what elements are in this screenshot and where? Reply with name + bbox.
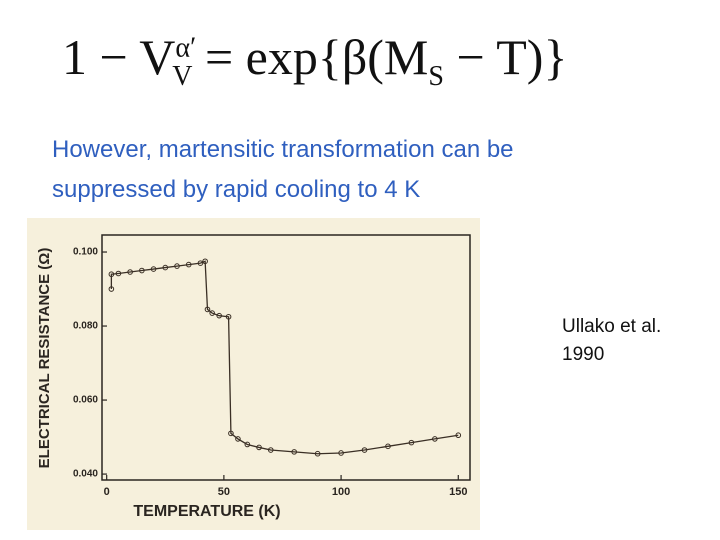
x-tick-label: 50 (218, 486, 230, 498)
data-point (108, 286, 115, 292)
data-point (174, 263, 180, 269)
data-point (197, 260, 204, 266)
text-line: suppressed by rapid cooling to 4 K (52, 176, 421, 203)
y-tick-label: 0.080 (73, 321, 98, 332)
data-point (314, 450, 321, 457)
citation-line: Ullako et al. (562, 316, 662, 337)
text-line: However, martensitic transformation can … (52, 136, 514, 163)
data-point (235, 436, 241, 442)
eq-part: − T)} (443, 29, 568, 85)
citation-line: 1990 (562, 344, 605, 365)
data-point (185, 261, 192, 268)
body-text: However, martensitic transformation can … (52, 130, 514, 210)
x-tick-label: 0 (104, 486, 110, 498)
equation: 1 − Vα′V = exp{β(MS − T)} (62, 28, 567, 93)
y-axis-title: ELECTRICAL RESISTANCE (Ω) (36, 248, 53, 469)
figure-background (27, 218, 480, 530)
x-tick-label: 100 (332, 486, 350, 498)
data-point (127, 269, 133, 275)
data-point (108, 271, 115, 278)
data-point (216, 312, 222, 319)
eq-sub: V (172, 61, 193, 92)
eq-sup: α′ (175, 32, 197, 64)
eq-part: = exp{β(M (204, 29, 429, 85)
data-point (204, 306, 211, 313)
plot-frame (101, 234, 471, 481)
data-point (225, 313, 232, 320)
y-tick-label: 0.060 (73, 395, 98, 406)
x-axis-title: TEMPERATURE (K) (133, 503, 280, 520)
x-tick-label: 150 (449, 486, 467, 498)
data-point (115, 270, 122, 277)
data-point (139, 267, 145, 274)
y-tick-label: 0.100 (73, 247, 98, 258)
data-point (291, 449, 298, 455)
data-point (150, 266, 157, 272)
eq-part: 1 − V (62, 29, 176, 85)
data-point (244, 441, 251, 448)
data-point (267, 447, 274, 453)
eq-sub: S (428, 61, 444, 92)
data-point (338, 450, 344, 456)
data-point (385, 443, 391, 450)
data-point (202, 258, 208, 265)
citation: Ullako et al. 1990 (562, 313, 661, 369)
data-line (110, 260, 459, 455)
data-point (209, 310, 215, 316)
data-point (162, 264, 169, 271)
data-point (256, 444, 262, 451)
chart: TEMPERATURE (K) ELECTRICAL RESISTANCE (Ω… (27, 218, 480, 530)
data-point (455, 432, 462, 439)
data-point (408, 439, 415, 446)
data-point (432, 436, 438, 442)
y-tick-label: 0.040 (73, 469, 98, 480)
data-point (361, 447, 368, 453)
data-point (228, 430, 234, 437)
